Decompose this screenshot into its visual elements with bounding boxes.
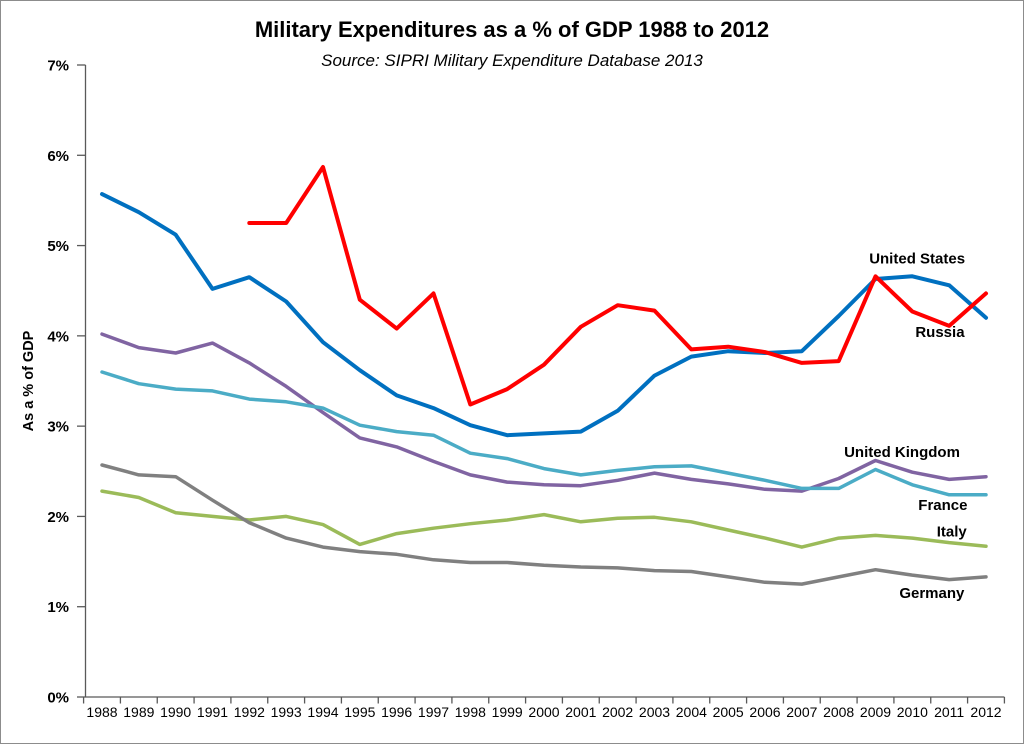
series-label-italy: Italy (937, 523, 968, 540)
chart-subtitle: Source: SIPRI Military Expenditure Datab… (321, 51, 703, 70)
x-tick-label-2004: 2004 (676, 704, 707, 720)
x-tick-label-1989: 1989 (123, 704, 154, 720)
x-tick-label-2010: 2010 (897, 704, 928, 720)
x-tick-label-1995: 1995 (344, 704, 375, 720)
y-tick-label: 0% (47, 690, 69, 707)
x-tick-label-2005: 2005 (713, 704, 744, 720)
y-tick-label: 7% (47, 58, 69, 75)
x-tick-label-1996: 1996 (381, 704, 412, 720)
chart-title: Military Expenditures as a % of GDP 1988… (255, 17, 769, 42)
x-tick-label-1993: 1993 (271, 704, 302, 720)
x-tick-label-2012: 2012 (970, 704, 1001, 720)
series-line-united-states (100, 192, 988, 438)
x-tick-label-1988: 1988 (86, 704, 117, 720)
x-tick-label-2008: 2008 (823, 704, 854, 720)
series-label-united-states: United States (869, 251, 965, 268)
x-tick-label-2000: 2000 (528, 704, 559, 720)
y-tick-label: 6% (47, 148, 69, 165)
x-tick-label-1998: 1998 (455, 704, 486, 720)
x-tick-label-1997: 1997 (418, 704, 449, 720)
x-tick-label-1994: 1994 (307, 704, 338, 720)
series-line-russia (247, 165, 988, 407)
y-tick-label: 4% (47, 328, 69, 345)
series-label-russia: Russia (915, 324, 965, 341)
y-axis-title: As a % of GDP (21, 330, 37, 431)
x-tick-label-2007: 2007 (786, 704, 817, 720)
series-label-france: France (918, 497, 967, 514)
series-label-united-kingdom: United Kingdom (844, 444, 960, 461)
x-tick-label-1990: 1990 (160, 704, 191, 720)
x-tick-label-2002: 2002 (602, 704, 633, 720)
y-tick-label: 2% (47, 509, 69, 526)
x-tick-label-1999: 1999 (492, 704, 523, 720)
y-tick-label: 5% (47, 238, 69, 255)
x-tick-label-1992: 1992 (234, 704, 265, 720)
series-line-france (100, 370, 988, 497)
x-tick-label-2006: 2006 (749, 704, 780, 720)
series-line-italy (100, 489, 988, 549)
series-line-united-kingdom (100, 332, 988, 493)
y-tick-label: 3% (47, 419, 69, 436)
x-tick-label-1991: 1991 (197, 704, 228, 720)
x-tick-label-2011: 2011 (934, 704, 964, 720)
y-tick-label: 1% (47, 599, 69, 616)
series-label-germany: Germany (899, 585, 965, 602)
x-tick-label-2009: 2009 (860, 704, 891, 720)
series-line-germany (100, 463, 988, 586)
x-tick-label-2003: 2003 (639, 704, 670, 720)
x-tick-label-2001: 2001 (565, 704, 596, 720)
